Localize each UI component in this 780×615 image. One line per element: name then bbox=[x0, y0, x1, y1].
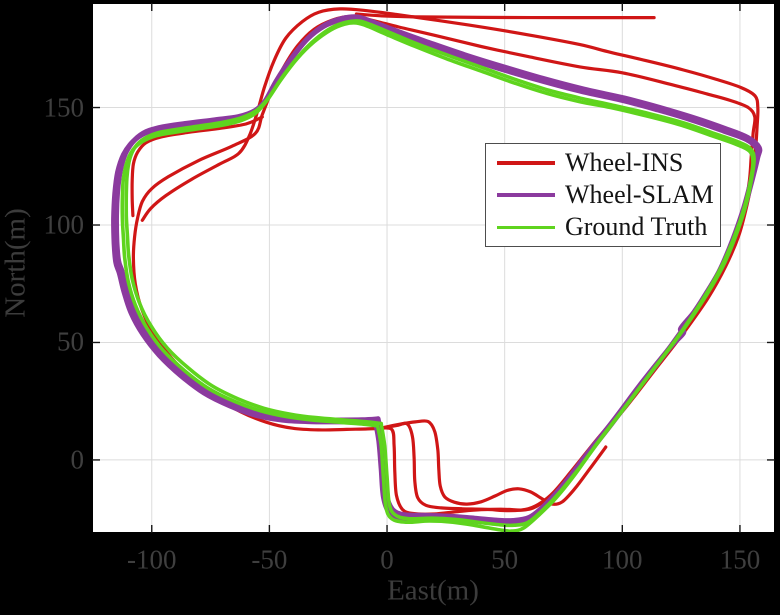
axis-border bbox=[91, 2, 776, 534]
plot-background bbox=[92, 3, 775, 533]
legend: Wheel-INS Wheel-SLAM Ground Truth bbox=[485, 143, 721, 247]
legend-label: Wheel-SLAM bbox=[565, 180, 714, 209]
legend-label: Wheel-INS bbox=[565, 148, 684, 177]
legend-item-wheel-slam: Wheel-SLAM bbox=[486, 182, 720, 208]
x-tick-label: -100 bbox=[127, 544, 177, 575]
y-tick-label: 150 bbox=[43, 92, 85, 123]
x-tick-label: 0 bbox=[380, 544, 394, 575]
y-axis-title: North(m) bbox=[0, 208, 32, 318]
x-tick-label: -50 bbox=[251, 544, 288, 575]
legend-item-ground-truth: Ground Truth bbox=[486, 214, 720, 240]
x-tick-label: 100 bbox=[602, 544, 643, 575]
x-axis-title: East(m) bbox=[387, 574, 479, 607]
legend-label: Ground Truth bbox=[565, 212, 708, 241]
trajectory-wheel-ins bbox=[130, 115, 264, 218]
ground-truth-line-swatch bbox=[497, 225, 555, 229]
x-tick-label: 150 bbox=[719, 544, 761, 575]
y-tick-label: 50 bbox=[57, 326, 84, 357]
trajectory-wheel-ins bbox=[383, 419, 608, 506]
wheel-ins-line-swatch bbox=[497, 160, 555, 166]
y-tick-label: 0 bbox=[70, 444, 85, 475]
wheel-slam-line-swatch bbox=[497, 192, 555, 198]
trajectory-ground-truth bbox=[124, 19, 756, 528]
x-tick-label: 50 bbox=[491, 544, 519, 575]
trajectory-wheel-ins bbox=[140, 7, 760, 513]
legend-item-wheel-ins: Wheel-INS bbox=[486, 150, 720, 176]
trajectory-wheel-ins bbox=[354, 12, 656, 20]
trajectory-wheel-slam bbox=[113, 14, 763, 524]
y-tick-label: 100 bbox=[43, 209, 85, 240]
